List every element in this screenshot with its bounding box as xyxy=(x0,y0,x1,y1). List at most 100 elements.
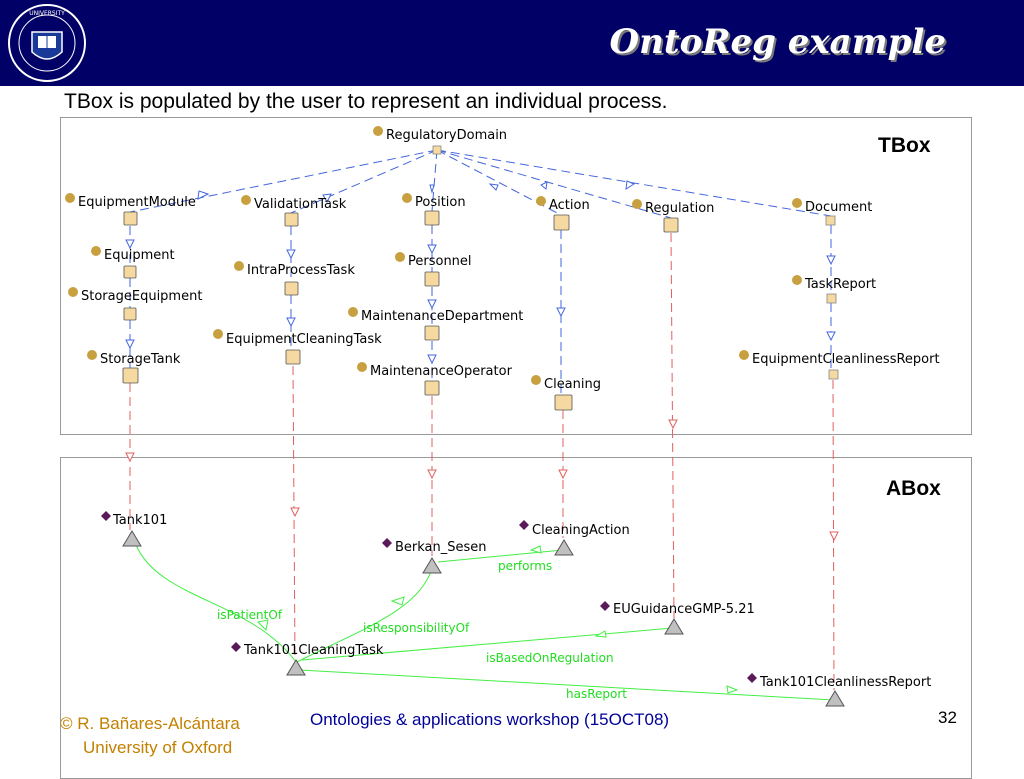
individual-euguidance[interactable]: EUGuidanceGMP-5.21 xyxy=(600,601,755,635)
individual-berkansesen[interactable]: Berkan_Sesen xyxy=(382,538,487,574)
class-box xyxy=(554,394,573,411)
class-label: EquipmentCleanlinessReport xyxy=(752,352,940,367)
class-box xyxy=(123,307,137,321)
edge-regulatorydomain-position xyxy=(431,149,438,212)
individual-triangle xyxy=(422,557,442,574)
class-dot xyxy=(91,246,101,256)
individual-nodes: Tank101 CleaningAction Berkan_Sesen EUGu… xyxy=(101,511,931,707)
class-label: Position xyxy=(415,195,466,210)
edge-performs xyxy=(437,549,564,563)
class-box xyxy=(432,145,442,155)
class-box xyxy=(663,217,679,233)
individual-triangle xyxy=(664,618,684,635)
class-label: StorageTank xyxy=(100,352,181,367)
relation-label-isbasedonregulation: isBasedOnRegulation xyxy=(486,651,614,665)
class-dot xyxy=(357,362,367,372)
individual-cleaningaction[interactable]: CleaningAction xyxy=(519,520,630,556)
tbox-label: TBox xyxy=(878,134,931,157)
class-intraprocesstask[interactable]: IntraProcessTask xyxy=(234,261,355,296)
class-box xyxy=(424,380,440,396)
class-equipment[interactable]: Equipment xyxy=(91,246,175,279)
class-box xyxy=(122,367,139,384)
class-validationtask[interactable]: ValidationTask xyxy=(241,195,347,227)
edge-hasreport xyxy=(299,669,835,701)
individual-label: EUGuidanceGMP-5.21 xyxy=(613,602,755,617)
class-box xyxy=(123,211,138,226)
class-label: TaskReport xyxy=(804,277,876,292)
class-dot xyxy=(402,193,412,203)
class-label: Personnel xyxy=(408,254,472,269)
is-a-edges xyxy=(129,149,832,395)
individual-label: Berkan_Sesen xyxy=(395,540,487,555)
class-maintenanceoperator[interactable]: MaintenanceOperator xyxy=(357,362,513,396)
relation-label-performs: performs xyxy=(498,559,552,573)
class-box xyxy=(123,265,137,279)
edge-regulatorydomain-equipmentmodule xyxy=(129,149,438,213)
individual-diamond xyxy=(519,520,529,530)
instance-arrowheads xyxy=(125,419,839,542)
relation-label-hasreport: hasReport xyxy=(566,687,627,701)
is-a-arrowheads xyxy=(125,180,836,365)
class-document[interactable]: Document xyxy=(792,198,872,226)
individual-label: Tank101CleanlinessReport xyxy=(759,675,931,690)
class-label: Cleaning xyxy=(544,377,601,392)
class-regulation[interactable]: Regulation xyxy=(632,199,714,233)
class-dot xyxy=(739,350,749,360)
class-action[interactable]: Action xyxy=(536,196,590,231)
class-box xyxy=(284,281,299,296)
class-nodes: RegulatoryDomain EquipmentModule Validat… xyxy=(65,126,940,411)
edge-regulation-euguidance xyxy=(670,232,675,619)
footer-copyright: © R. Bañares-Alcántara xyxy=(60,714,240,733)
class-label: Regulation xyxy=(645,201,714,216)
class-label: MaintenanceDepartment xyxy=(361,309,523,324)
class-dot xyxy=(234,261,244,271)
edge-regulatorydomain-validationtask xyxy=(290,149,438,214)
class-box xyxy=(828,369,839,380)
slide-title: OntoReg example xyxy=(609,22,946,62)
edge-regulatorydomain-regulation xyxy=(436,149,672,219)
svg-text:UNIVERSITY: UNIVERSITY xyxy=(29,10,65,17)
individual-tank101cleanlinessreport[interactable]: Tank101CleanlinessReport xyxy=(747,673,931,707)
relation-label-isresponsibilityof: isResponsibilityOf xyxy=(363,621,470,635)
footer-credit: © R. Bañares-Alcántara University of Oxf… xyxy=(60,712,240,760)
individual-diamond xyxy=(747,673,757,683)
class-dot xyxy=(241,195,251,205)
class-dot xyxy=(87,350,97,360)
class-dot xyxy=(531,375,541,385)
class-label: MaintenanceOperator xyxy=(370,364,513,379)
class-personnel[interactable]: Personnel xyxy=(395,252,472,287)
class-dot xyxy=(536,196,546,206)
class-box xyxy=(285,349,301,365)
class-box xyxy=(825,215,836,226)
individual-tank101[interactable]: Tank101 xyxy=(101,511,167,547)
class-box xyxy=(284,212,299,227)
class-label: Equipment xyxy=(104,248,175,263)
relation-edges xyxy=(135,544,835,701)
header-bar: UNIVERSITY OntoReg example xyxy=(0,0,1024,86)
class-equipmentmodule[interactable]: EquipmentModule xyxy=(65,193,196,226)
class-label: StorageEquipment xyxy=(81,289,202,304)
class-equipmentcleaningtask[interactable]: EquipmentCleaningTask xyxy=(213,329,382,365)
individual-triangle xyxy=(554,539,574,556)
class-equipmentcleanlinessreport[interactable]: EquipmentCleanlinessReport xyxy=(739,350,940,380)
class-position[interactable]: Position xyxy=(402,193,466,226)
footer-event: Ontologies & applications workshop (15OC… xyxy=(310,710,670,729)
class-box xyxy=(424,325,440,341)
individual-tank101cleaningtask[interactable]: Tank101CleaningTask xyxy=(231,642,384,676)
tbox-panel xyxy=(60,117,972,435)
oxford-crest-logo: UNIVERSITY xyxy=(8,4,86,82)
class-box xyxy=(826,293,837,304)
edge-isresponsibilityof xyxy=(296,567,433,663)
class-dot xyxy=(348,307,358,317)
slide-subtitle: TBox is populated by the user to represe… xyxy=(64,90,668,113)
class-box xyxy=(424,271,440,287)
class-dot xyxy=(395,252,405,262)
class-maintenancedepartment[interactable]: MaintenanceDepartment xyxy=(348,307,523,341)
individual-triangle xyxy=(122,530,142,547)
class-storageequipment[interactable]: StorageEquipment xyxy=(68,287,202,321)
class-taskreport[interactable]: TaskReport xyxy=(792,275,876,304)
class-storagetank[interactable]: StorageTank xyxy=(87,350,181,384)
class-regulatorydomain[interactable]: RegulatoryDomain xyxy=(373,126,507,155)
class-cleaning[interactable]: Cleaning xyxy=(531,375,601,411)
